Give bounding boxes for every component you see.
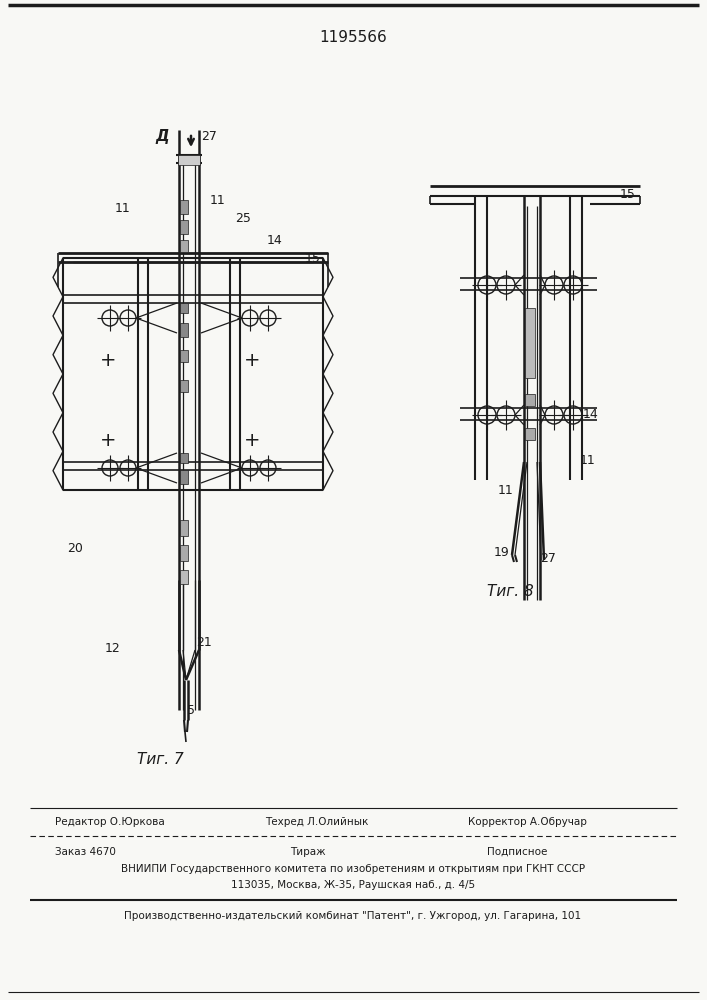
Bar	[180, 545, 188, 561]
Text: 14: 14	[583, 408, 599, 422]
Bar	[178, 155, 200, 165]
Text: 21: 21	[196, 637, 212, 650]
Text: 15: 15	[305, 251, 321, 264]
Text: +: +	[100, 430, 116, 450]
Bar	[525, 394, 535, 406]
Bar	[180, 470, 188, 484]
Text: 5: 5	[187, 704, 195, 716]
Bar	[180, 380, 188, 392]
Text: 11: 11	[498, 484, 514, 496]
Text: 11: 11	[580, 454, 596, 466]
Text: ВНИИПИ Государственного комитета по изобретениям и открытиям при ГКНТ СССР: ВНИИПИ Государственного комитета по изоб…	[121, 864, 585, 874]
Text: Корректор А.Обручар: Корректор А.Обручар	[468, 817, 587, 827]
Text: Τиг. 8: Τиг. 8	[486, 584, 533, 599]
Bar	[180, 323, 188, 337]
Text: +: +	[100, 351, 116, 369]
Bar	[180, 453, 188, 463]
Text: 27: 27	[540, 552, 556, 564]
Text: +: +	[244, 351, 260, 369]
Text: 19: 19	[494, 546, 510, 558]
Text: Подписное: Подписное	[487, 847, 547, 857]
Text: 11: 11	[210, 194, 226, 207]
Bar	[180, 240, 188, 252]
Text: Редактор О.Юркова: Редактор О.Юркова	[55, 817, 165, 827]
Bar	[180, 570, 188, 584]
Text: 113035, Москва, Ж-35, Раушская наб., д. 4/5: 113035, Москва, Ж-35, Раушская наб., д. …	[231, 880, 475, 890]
Bar	[525, 308, 535, 378]
Text: 11: 11	[115, 202, 131, 215]
Text: 27: 27	[201, 130, 217, 143]
Bar	[180, 200, 188, 214]
Text: 14: 14	[267, 233, 283, 246]
Bar	[180, 303, 188, 313]
Text: Техред Л.Олийнык: Техред Л.Олийнык	[265, 817, 368, 827]
Text: Тираж: Тираж	[290, 847, 326, 857]
Text: +: +	[244, 430, 260, 450]
Text: 12: 12	[105, 642, 121, 654]
Bar	[180, 520, 188, 536]
Text: 25: 25	[235, 212, 251, 225]
Text: 1195566: 1195566	[319, 30, 387, 45]
Bar	[180, 350, 188, 362]
Text: Τиг. 7: Τиг. 7	[136, 752, 183, 768]
Text: Д: Д	[155, 129, 169, 144]
Text: 20: 20	[67, 542, 83, 554]
Bar	[525, 428, 535, 440]
Text: Заказ 4670: Заказ 4670	[55, 847, 116, 857]
Bar	[180, 220, 188, 234]
Text: Производственно-издательский комбинат "Патент", г. Ужгород, ул. Гагарина, 101: Производственно-издательский комбинат "П…	[124, 911, 582, 921]
Text: 15: 15	[620, 188, 636, 202]
